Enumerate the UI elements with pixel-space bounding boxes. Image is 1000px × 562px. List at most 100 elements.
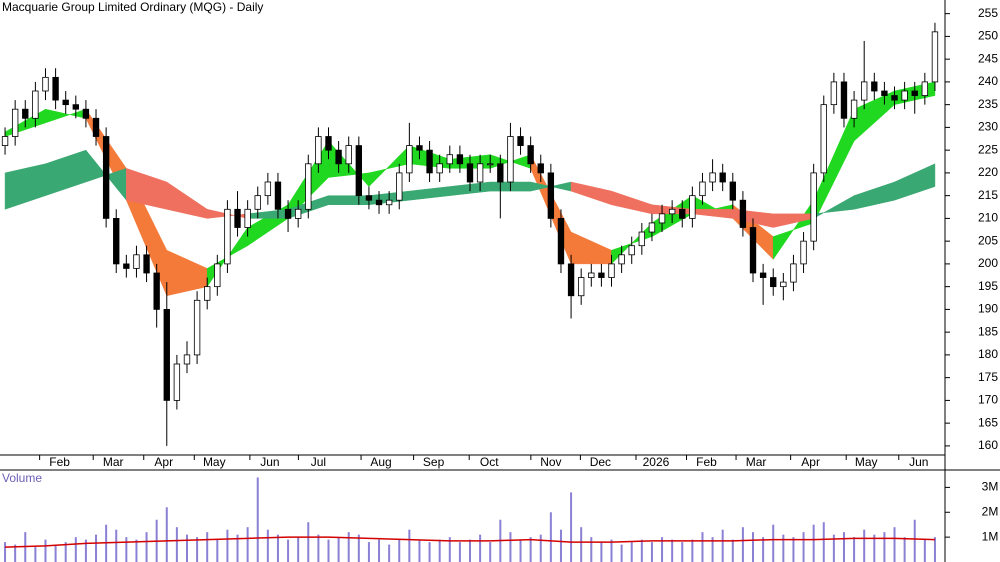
volume-bar — [34, 547, 37, 562]
volume-bar — [590, 537, 593, 562]
candle-body — [588, 272, 595, 278]
candle-body — [92, 117, 100, 137]
volume-bar — [378, 539, 381, 562]
candle-body — [254, 195, 261, 210]
volume-bar — [863, 529, 866, 562]
candle-body — [608, 263, 615, 278]
volume-bar — [115, 529, 118, 562]
volume-bar — [438, 539, 441, 562]
candle-body — [244, 208, 251, 228]
volume-bar — [640, 539, 643, 562]
candle-body — [294, 208, 302, 219]
candle-body — [638, 231, 646, 247]
y-tick-label: 235 — [978, 97, 998, 111]
candle-body — [42, 76, 49, 92]
candle-body — [527, 145, 534, 165]
volume-bar — [681, 542, 684, 562]
volume-bar — [185, 534, 188, 562]
y-tick-label: 250 — [978, 29, 998, 43]
x-tick-label: Feb — [49, 455, 70, 469]
volume-bar — [923, 539, 926, 562]
candle-body — [820, 104, 827, 174]
y-tick-label: 255 — [978, 6, 998, 20]
candle-body — [770, 277, 777, 288]
volume-bar — [873, 534, 876, 562]
volume-bar — [398, 539, 401, 562]
candle-body — [871, 81, 878, 92]
y-tick-label: 170 — [978, 393, 998, 407]
candle-body — [204, 286, 211, 301]
candle-body — [648, 222, 656, 233]
volume-bar — [74, 537, 77, 562]
volume-bar — [317, 534, 320, 562]
candle-body — [709, 172, 716, 183]
candle-body — [365, 195, 373, 201]
y-tick-label: 1M — [982, 529, 999, 543]
volume-bar — [266, 529, 269, 562]
candle-body — [264, 181, 272, 197]
volume-bar — [84, 539, 87, 562]
y-tick-label: 200 — [978, 256, 998, 270]
candle-body — [891, 95, 898, 101]
candle-body — [143, 254, 150, 274]
volume-title: Volume — [2, 471, 42, 485]
volume-bar — [145, 532, 148, 562]
x-tick-label: Jul — [311, 455, 326, 469]
candle-body — [699, 181, 706, 197]
x-tick-label: Dec — [590, 455, 611, 469]
x-tick-label: Aug — [370, 455, 391, 469]
candle-body — [52, 76, 59, 101]
ribbon-segment — [894, 163, 936, 201]
volume-bar — [893, 527, 896, 562]
volume-bar — [570, 492, 573, 562]
volume-bar — [287, 539, 290, 562]
volume-bar — [226, 529, 229, 562]
candle-body — [325, 136, 332, 151]
candle-body — [578, 277, 585, 297]
candle-body — [719, 172, 726, 183]
candle-body — [840, 81, 848, 119]
candle-body — [72, 104, 79, 110]
candle-body — [396, 172, 403, 201]
candle-body — [749, 227, 757, 274]
volume-bar — [196, 537, 199, 562]
volume-bar — [913, 519, 916, 562]
candle-body — [123, 263, 130, 269]
candle-body — [557, 217, 565, 265]
volume-bar — [347, 532, 350, 562]
candle-body — [102, 136, 110, 219]
y-tick-label: 220 — [978, 165, 998, 179]
x-tick-label: Sep — [423, 455, 445, 469]
candle-body — [780, 281, 787, 288]
volume-bar — [44, 539, 47, 562]
chart-title: Macquarie Group Limited Ordinary (MQG) -… — [2, 0, 263, 14]
volume-bar — [448, 537, 451, 562]
candle-body — [446, 154, 453, 165]
volume-bar — [519, 539, 522, 562]
volume-bar — [408, 529, 411, 562]
volume-bar — [206, 532, 209, 562]
x-tick-label: Jun — [909, 455, 928, 469]
candle-body — [476, 163, 484, 183]
candle-body — [11, 108, 19, 137]
candle-body — [62, 99, 69, 106]
volume-bar — [752, 532, 755, 562]
x-tick-label: Feb — [696, 455, 717, 469]
candle-body — [82, 108, 90, 119]
candle-body — [133, 254, 140, 269]
candle-body — [861, 81, 868, 101]
candle-body — [305, 163, 312, 210]
candle-body — [345, 145, 352, 165]
candle-body — [800, 240, 807, 265]
candle-body — [436, 163, 443, 174]
candle-body — [173, 363, 181, 401]
candle-body — [668, 208, 676, 215]
volume-bar — [853, 537, 856, 562]
volume-bar — [711, 537, 714, 562]
volume-bar — [539, 534, 542, 562]
x-tick-label: 2026 — [643, 455, 670, 469]
volume-bar — [741, 527, 744, 562]
candle-body — [385, 199, 393, 206]
